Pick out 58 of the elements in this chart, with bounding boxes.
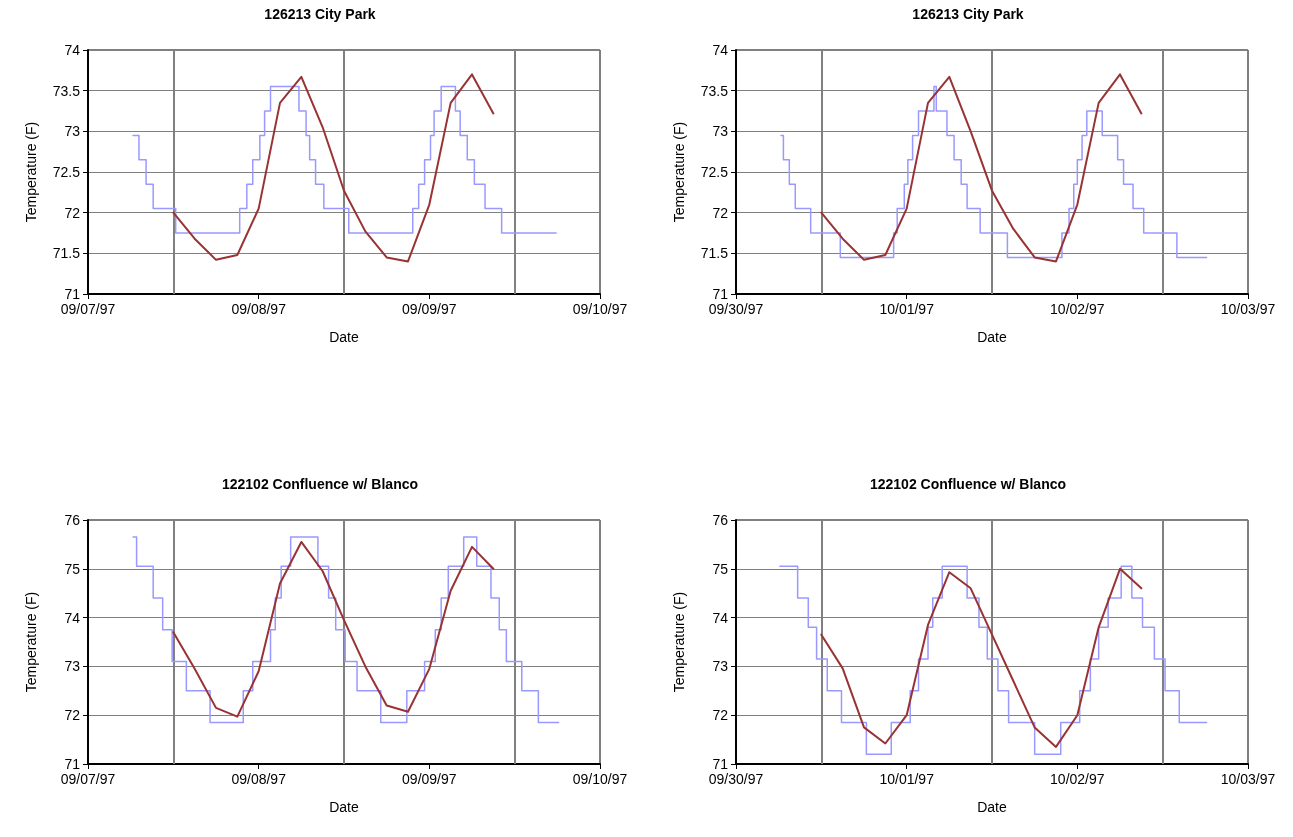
chart-title: 122102 Confluence w/ Blanco: [221, 476, 419, 492]
y-axis-title: Temperature (F): [671, 591, 687, 693]
y-tick-label: 74: [712, 42, 729, 58]
y-tick-label: 75: [712, 560, 729, 577]
x-tick-label: 10/03/97: [1220, 301, 1276, 317]
y-tick-label: 71: [64, 756, 81, 772]
y-tick-label: 72: [64, 204, 81, 221]
x-axis-title: Date: [977, 329, 1007, 345]
line-series: [820, 567, 1143, 748]
x-tick-label: 09/08/97: [231, 771, 287, 787]
x-tick-label: 09/10/97: [572, 771, 628, 787]
x-tick-label: 10/01/97: [879, 771, 935, 787]
y-tick-label: 74: [712, 609, 729, 626]
y-tick-label: 73.5: [700, 82, 729, 99]
y-axis-title: Temperature (F): [671, 121, 687, 223]
line-series: [172, 540, 495, 718]
x-tick-label: 10/02/97: [1050, 771, 1105, 787]
y-axis-title: Temperature (F): [23, 121, 39, 223]
x-axis-title: Date: [977, 799, 1007, 815]
x-axis-title: Date: [329, 799, 359, 815]
x-tick-label: 10/03/97: [1220, 771, 1276, 787]
x-tick-label: 09/30/97: [708, 301, 764, 317]
y-tick-label: 73: [712, 658, 729, 675]
x-tick-label: 09/08/97: [231, 301, 287, 317]
y-tick-label: 71: [712, 286, 729, 302]
y-tick-label: 74: [64, 609, 81, 626]
x-tick-label: 09/30/97: [708, 771, 764, 787]
y-tick-label: 72: [712, 204, 729, 221]
chart-title: 126213 City Park: [264, 6, 376, 22]
y-tick-label: 73: [64, 123, 81, 140]
x-axis-title: Date: [329, 329, 359, 345]
y-tick-label: 71.5: [52, 245, 81, 262]
x-tick-label: 09/09/97: [402, 301, 457, 317]
y-tick-label: 73: [64, 658, 81, 675]
x-tick-label: 10/02/97: [1050, 301, 1105, 317]
x-tick-label: 09/07/97: [60, 301, 116, 317]
y-tick-label: 71: [712, 756, 729, 772]
y-tick-label: 75: [64, 560, 81, 577]
chart-title: 126213 City Park: [912, 6, 1024, 22]
y-axis-title: Temperature (F): [23, 591, 39, 693]
y-tick-label: 76: [712, 512, 729, 528]
chart-title: 122102 Confluence w/ Blanco: [869, 476, 1067, 492]
line-series: [172, 73, 495, 263]
y-tick-label: 72.5: [52, 164, 81, 180]
x-tick-label: 09/09/97: [402, 771, 457, 787]
x-tick-label: 10/01/97: [879, 301, 935, 317]
y-tick-label: 73.5: [52, 82, 81, 99]
y-tick-label: 71: [64, 286, 81, 302]
y-tick-label: 73: [712, 123, 729, 140]
x-tick-label: 09/10/97: [572, 301, 628, 317]
line-series: [820, 73, 1143, 263]
x-tick-label: 09/07/97: [60, 771, 116, 787]
y-tick-label: 71.5: [700, 245, 729, 262]
y-tick-label: 72: [64, 707, 81, 724]
y-tick-label: 76: [64, 512, 81, 528]
y-tick-label: 74: [64, 42, 81, 58]
y-tick-label: 72.5: [700, 164, 729, 180]
y-tick-label: 72: [712, 707, 729, 724]
